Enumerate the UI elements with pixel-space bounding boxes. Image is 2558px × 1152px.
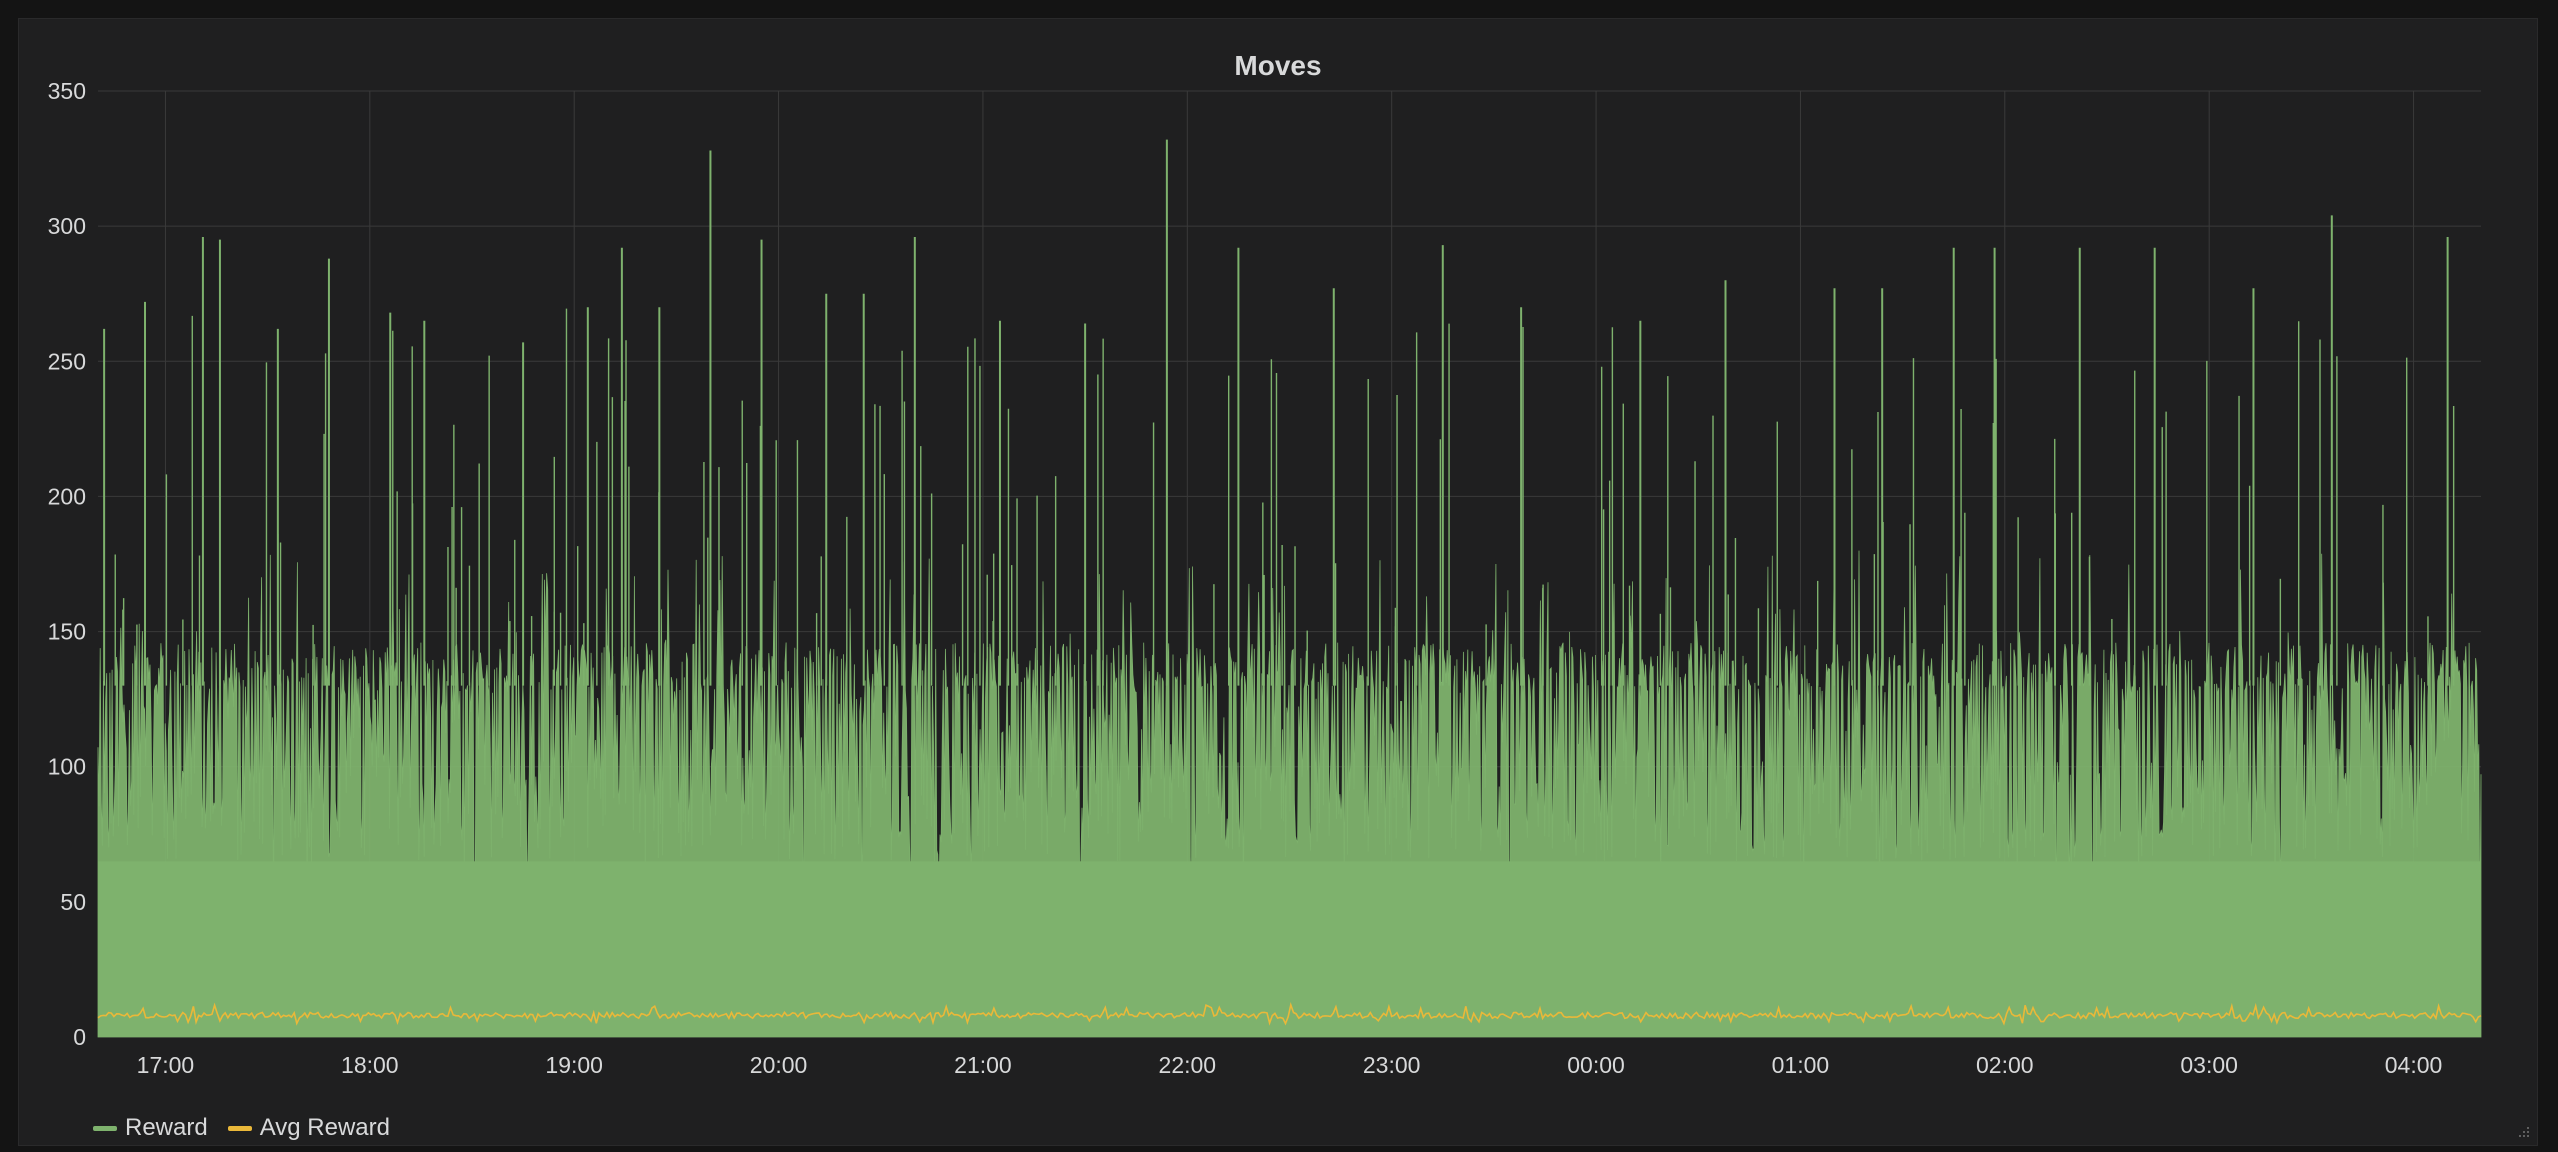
avg-reward-layer [97,1002,2482,1026]
y-tick-label: 100 [48,754,86,780]
avg-reward-line [97,1002,2482,1026]
y-tick-label: 350 [48,78,86,104]
x-tick-label: 00:00 [1567,1052,1625,1078]
legend-item-reward[interactable]: Reward [93,1114,208,1142]
x-tick-label: 01:00 [1772,1052,1830,1078]
y-tick-label: 250 [48,348,86,374]
y-tick-label: 150 [48,619,86,645]
chart-svg[interactable]: 0 50 100 150 200 250 300 350 17:00 18:00 19:00 20:… [19,19,2539,1147]
x-tick-label: 19:00 [545,1052,603,1078]
y-tick-label: 300 [48,213,86,239]
x-tick-label: 18:00 [341,1052,399,1078]
legend-swatch-reward [93,1125,117,1131]
x-tick-label: 23:00 [1363,1052,1421,1078]
y-axis: 0 50 100 150 200 250 300 350 [48,78,86,1050]
y-tick-label: 0 [73,1024,86,1050]
panel-title[interactable]: Moves [1234,50,1322,81]
resize-handle-icon[interactable] [2515,1123,2531,1139]
legend: Reward Avg Reward [93,1112,410,1144]
x-tick-label: 20:00 [750,1052,808,1078]
legend-item-avg-reward[interactable]: Avg Reward [227,1114,390,1142]
legend-label-avg-reward: Avg Reward [259,1114,390,1141]
y-tick-label: 200 [48,483,86,509]
x-axis: 17:00 18:00 19:00 20:00 21:00 22:00 23:00 00:00… [137,1052,2443,1078]
reward-spike-layer [103,139,2455,686]
legend-swatch-avg-reward [227,1125,252,1131]
x-tick-label: 02:00 [1976,1052,2034,1078]
y-tick-label: 50 [60,889,86,915]
x-tick-label: 22:00 [1159,1052,1217,1078]
x-tick-label: 17:00 [137,1052,195,1078]
legend-label-reward: Reward [125,1114,208,1141]
x-tick-label: 04:00 [2385,1052,2443,1078]
x-tick-label: 03:00 [2180,1052,2238,1078]
graph-panel: Moves 0 50 100 150 200 250 300 350 17:00 18:00 19… [18,18,2538,1146]
x-tick-label: 21:00 [954,1052,1012,1078]
